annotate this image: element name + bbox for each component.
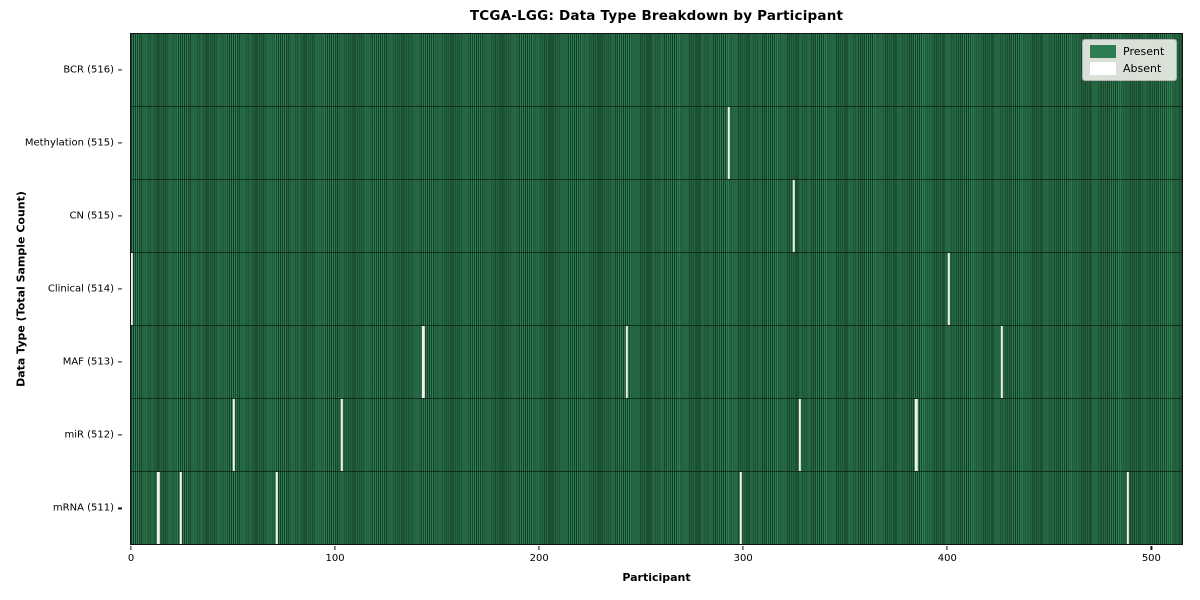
absent-mark — [1000, 326, 1003, 398]
datatype-row-mir — [131, 399, 1182, 472]
y-tick-mark — [118, 507, 122, 510]
datatype-row-mrna — [131, 472, 1182, 544]
y-tick-mark — [118, 434, 122, 436]
y-tick-mark — [118, 215, 122, 217]
y-tick-label-bcr: BCR (516) — [63, 64, 114, 76]
absent-mark — [914, 399, 918, 471]
datatype-row-maf — [131, 326, 1182, 399]
datatype-row-clinical — [131, 253, 1182, 326]
y-tick-mark — [118, 288, 122, 290]
legend-label-absent: Absent — [1123, 62, 1162, 75]
x-tick-label-400: 400 — [937, 553, 957, 564]
x-tick-label-500: 500 — [1141, 553, 1161, 564]
x-tick-mark — [742, 546, 744, 550]
plot-area — [130, 33, 1183, 545]
x-tick-mark — [538, 546, 540, 550]
present-swatch-icon — [1090, 45, 1116, 58]
y-tick-label-maf: MAF (513) — [62, 356, 114, 368]
chart-title: TCGA-LGG: Data Type Breakdown by Partici… — [469, 8, 844, 24]
absent-swatch-icon — [1090, 62, 1116, 75]
absent-mark — [275, 472, 278, 544]
y-tick-label-cn: CN (515) — [69, 210, 114, 222]
y-tick-label-methylation: Methylation (515) — [24, 137, 114, 149]
absent-mark — [727, 107, 730, 179]
x-axis-ticks: 0 100 200 300 400 500 — [127, 545, 1183, 571]
x-tick-mark — [130, 546, 132, 550]
x-tick-mark — [334, 546, 336, 550]
absent-mark — [625, 326, 629, 398]
absent-mark — [157, 472, 160, 544]
absent-mark — [422, 326, 425, 398]
legend-item-absent: Absent — [1090, 62, 1169, 75]
x-tick-label-300: 300 — [733, 553, 753, 564]
legend-label-present: Present — [1123, 45, 1165, 58]
y-tick-mark — [118, 361, 122, 363]
absent-mark — [340, 399, 343, 471]
x-tick-mark — [1150, 546, 1152, 550]
y-tick-label-mrna: mRNA (511) — [52, 502, 114, 514]
x-axis-label: Participant — [622, 571, 691, 584]
legend-item-present: Present — [1090, 45, 1169, 58]
y-axis-tick-labels: BCR (516) Methylation (515) CN (515) Clinic… — [0, 33, 126, 545]
datatype-row-bcr — [131, 34, 1182, 107]
x-tick-mark — [946, 546, 948, 550]
x-tick-label-0: 0 — [127, 553, 135, 564]
x-tick-label-200: 200 — [529, 553, 549, 564]
heatmap-rows — [131, 34, 1182, 544]
y-tick-mark — [118, 68, 122, 71]
y-tick-label-mir: miR (512) — [64, 429, 114, 441]
absent-mark — [232, 399, 236, 471]
y-tick-mark — [118, 142, 122, 144]
absent-mark — [798, 399, 802, 471]
datatype-row-cn — [131, 180, 1182, 253]
absent-mark — [947, 253, 950, 325]
absent-mark — [179, 472, 183, 544]
absent-mark — [1126, 472, 1130, 544]
absent-mark — [792, 180, 796, 252]
legend: Present Absent — [1082, 39, 1177, 81]
y-tick-label-clinical: Clinical (514) — [47, 283, 114, 295]
x-tick-label-100: 100 — [325, 553, 345, 564]
absent-mark — [131, 253, 134, 325]
absent-mark — [739, 472, 743, 544]
datatype-row-methylation — [131, 107, 1182, 180]
